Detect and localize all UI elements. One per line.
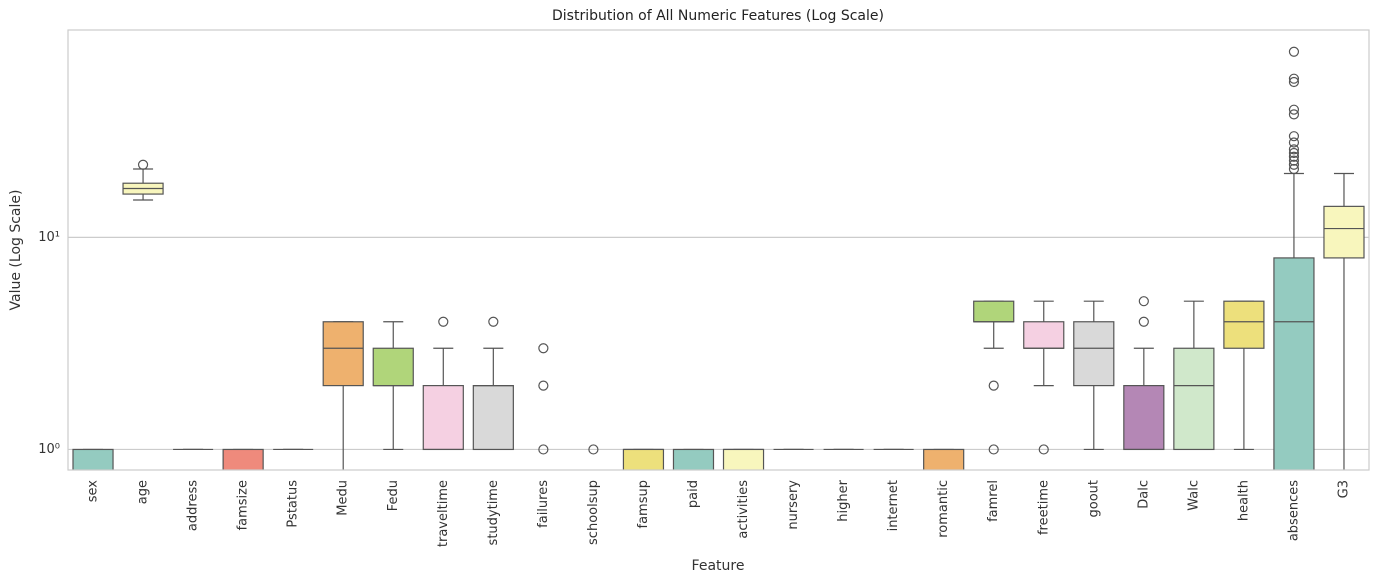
x-tick-label: activities [736, 480, 751, 539]
outlier [137, 159, 149, 170]
outlier [1288, 163, 1300, 175]
plot-area [72, 46, 1365, 470]
x-tick-label: studytime [486, 480, 501, 545]
outlier [1288, 155, 1300, 166]
outlier [1288, 76, 1300, 88]
plot-frame [67, 29, 1370, 471]
outlier [538, 343, 549, 354]
box [1073, 321, 1115, 387]
x-axis-label: Feature [692, 558, 745, 574]
outlier [1288, 151, 1300, 162]
x-tick-label: sex [86, 480, 101, 503]
box [422, 385, 464, 451]
chart-title: Distribution of All Numeric Features (Lo… [552, 8, 884, 24]
outlier [538, 444, 549, 455]
x-tick-label: address [186, 480, 201, 531]
outlier [1288, 144, 1300, 155]
outlier [1038, 444, 1049, 455]
x-tick-label: absences [1286, 480, 1301, 541]
x-tick-label: famsize [236, 480, 251, 530]
box [1223, 300, 1265, 349]
x-tick-label: higher [836, 479, 851, 521]
outlier [988, 444, 999, 455]
box [222, 448, 264, 470]
x-tick-label: G3 [1336, 480, 1351, 498]
outlier [1288, 137, 1300, 148]
x-tick-label: internet [886, 480, 901, 531]
x-tick-label: freetime [1036, 480, 1051, 535]
x-tick-label: age [136, 480, 151, 504]
box [72, 448, 114, 470]
x-tick-label: Medu [336, 480, 351, 516]
outlier [1138, 316, 1149, 327]
box [1173, 347, 1215, 451]
x-tick-label: traveltime [436, 480, 451, 547]
x-tick-label: failures [536, 480, 551, 528]
box [372, 347, 414, 387]
y-axis-label: Value (Log Scale) [8, 190, 24, 311]
outlier [1288, 46, 1300, 57]
outlier [988, 380, 999, 391]
outlier [1288, 104, 1300, 115]
x-tick-label: paid [686, 480, 701, 508]
box [1323, 205, 1365, 259]
outlier [488, 316, 499, 327]
outlier [1288, 109, 1300, 120]
x-tick-label: schoolsup [586, 480, 601, 545]
outlier [538, 380, 549, 391]
x-tick-label: Pstatus [286, 480, 301, 528]
box [322, 321, 364, 387]
box [472, 385, 514, 451]
x-tick-label: romantic [936, 480, 951, 538]
outlier [1288, 159, 1300, 170]
outlier [1288, 147, 1300, 159]
y-tick-label: 10⁰ [38, 442, 60, 457]
x-tick-label: goout [1086, 480, 1101, 518]
box [973, 300, 1015, 323]
x-tick-label: famrel [986, 480, 1001, 522]
outlier [588, 444, 599, 455]
box [923, 448, 965, 470]
x-tick-label: health [1236, 480, 1251, 521]
outlier [1288, 73, 1300, 84]
x-tick-label: famsup [636, 480, 651, 528]
box [1023, 321, 1065, 349]
box [1123, 385, 1165, 451]
x-tick-label: Walc [1186, 480, 1201, 511]
y-tick-label: 10¹ [38, 230, 60, 245]
box [1273, 257, 1315, 470]
box [672, 448, 715, 470]
outlier [1288, 131, 1300, 142]
x-tick-label: Dalc [1136, 480, 1151, 509]
x-tick-label: nursery [786, 480, 801, 530]
outlier [438, 316, 449, 327]
x-tick-label: Fedu [386, 480, 401, 511]
outlier [1138, 296, 1149, 307]
